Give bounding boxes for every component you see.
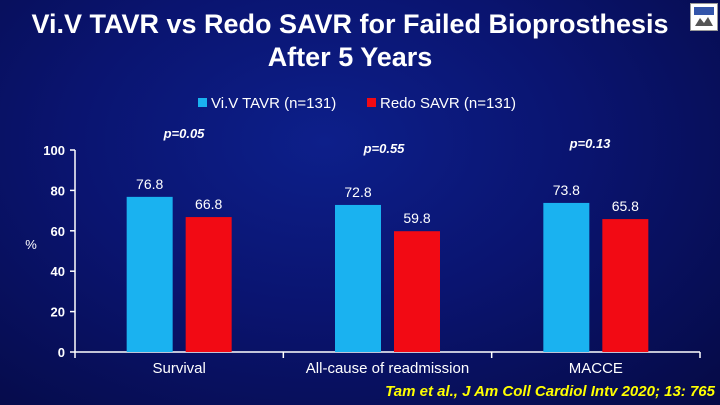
y-tick-label: 20: [51, 305, 65, 320]
x-axis: Survival All-cause of readmission MACCE: [74, 351, 701, 377]
chart-title-line-1: Vi.V TAVR vs Redo SAVR for Failed Biopro…: [31, 9, 669, 39]
legend-swatch: [367, 98, 376, 107]
bar: [394, 231, 440, 352]
y-axis: 0 20 40 60 80 100%: [25, 143, 76, 360]
y-tick-label: 40: [51, 264, 65, 279]
y-axis-title: %: [25, 237, 37, 252]
y-tick-label: 80: [51, 183, 65, 198]
x-tick-label: All-cause of readmission: [306, 360, 469, 377]
chart-title: Vi.V TAVR vs Redo SAVR for Failed Biopro…: [0, 8, 700, 74]
institution-logo: [690, 3, 718, 31]
legend-label: Vi.V TAVR (n=131): [211, 95, 336, 112]
legend-label: Redo SAVR (n=131): [380, 95, 516, 112]
bar: [335, 204, 381, 352]
legend-swatch: [198, 98, 207, 107]
y-tick-label: 60: [51, 224, 65, 239]
p-value-label: p=0.05: [163, 126, 206, 141]
x-tick-label: MACCE: [569, 360, 623, 377]
bar-value-label: 59.8: [403, 210, 430, 226]
bar: [126, 196, 173, 352]
x-tick-label: Survival: [152, 360, 205, 377]
chart-legend: Vi.V TAVR (n=131) Redo SAVR (n=131): [198, 95, 516, 112]
citation: Tam et al., J Am Coll Cardiol Intv 2020;…: [385, 383, 715, 400]
p-value-labels: p=0.05 p=0.55 p=0.13: [163, 126, 612, 156]
bar-value-label: 76.8: [136, 176, 163, 192]
bar-value-label: 73.8: [553, 182, 580, 198]
bar: [185, 217, 232, 352]
p-value-label: p=0.13: [569, 136, 612, 151]
bar-value-label: 65.8: [612, 198, 639, 214]
bar-value-label: 72.8: [344, 184, 371, 200]
chart-title-line-2: After 5 Years: [267, 42, 433, 72]
bar-value-label: 66.8: [195, 196, 222, 212]
y-tick-label: 100: [43, 143, 65, 158]
bars: 76.8 72.8 73.8 66.8 59.8 65.8: [126, 176, 649, 352]
bar: [602, 219, 649, 352]
bar: [543, 202, 590, 352]
p-value-label: p=0.55: [363, 141, 406, 156]
y-tick-label: 0: [58, 345, 65, 360]
